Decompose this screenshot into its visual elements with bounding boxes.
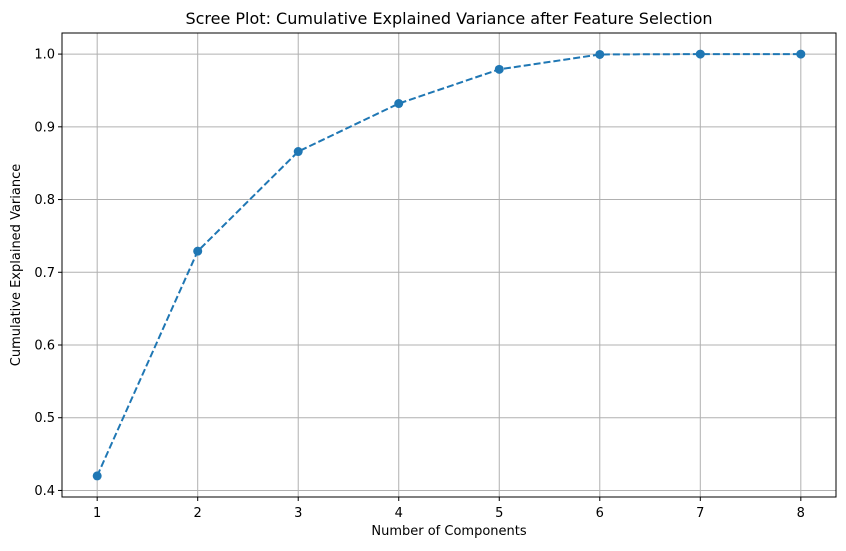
y-tick-label: 0.6 (34, 339, 55, 354)
x-tick-label: 2 (194, 506, 202, 521)
y-axis-label: Cumulative Explained Variance (9, 164, 24, 366)
x-axis-label: Number of Components (371, 524, 526, 539)
y-tick-label: 1.0 (34, 48, 55, 63)
x-tick-label: 5 (495, 506, 503, 521)
data-point (193, 246, 203, 256)
data-point (494, 64, 504, 74)
x-tick-label: 7 (696, 506, 704, 521)
x-tick-label: 8 (797, 506, 805, 521)
y-tick-label: 0.5 (34, 411, 55, 426)
plot-data (92, 49, 806, 481)
x-tick-label: 6 (596, 506, 604, 521)
data-point (796, 49, 806, 59)
data-point (92, 471, 102, 481)
data-point (293, 147, 303, 157)
y-tick-label: 0.4 (34, 484, 55, 499)
y-tick-label: 0.9 (34, 120, 55, 135)
plot-frame (61, 32, 837, 498)
chart-title: Scree Plot: Cumulative Explained Varianc… (185, 9, 712, 28)
data-point (595, 49, 605, 59)
x-tick-label: 1 (93, 506, 101, 521)
grid (62, 33, 836, 497)
data-point (394, 99, 404, 109)
axes: 1 2 3 4 5 6 7 8 0.4 0.5 0.6 0.7 0.8 0.9 1.0 (34, 32, 837, 521)
y-tick-label: 0.8 (34, 193, 55, 208)
x-tick-label: 4 (395, 506, 403, 521)
data-point (695, 49, 705, 59)
series-line (96, 53, 801, 477)
y-tick-label: 0.7 (34, 266, 55, 281)
x-tick-label: 3 (294, 506, 302, 521)
